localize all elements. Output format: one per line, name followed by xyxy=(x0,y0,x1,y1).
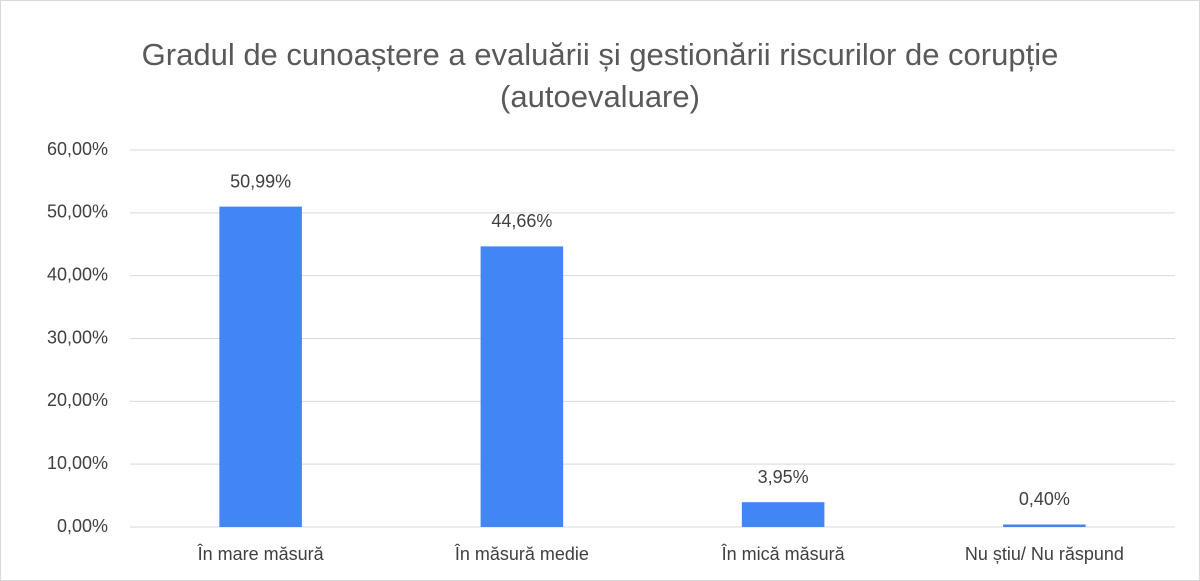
data-label: 0,40% xyxy=(1019,489,1070,509)
y-tick-label: 50,00% xyxy=(47,202,108,222)
bar xyxy=(480,246,564,527)
x-tick-label: Nu știu/ Nu răspund xyxy=(965,544,1124,564)
y-tick-label: 0,00% xyxy=(57,516,108,536)
y-tick-label: 40,00% xyxy=(47,264,108,284)
x-tick-label: În măsură medie xyxy=(454,544,589,564)
bar xyxy=(219,206,302,527)
data-label: 3,95% xyxy=(758,467,809,487)
x-tick-label: În mare măsură xyxy=(197,544,325,564)
chart-title: Gradul de cunoaștere a evaluării și gest… xyxy=(141,37,1059,114)
y-tick-label: 60,00% xyxy=(47,139,108,159)
y-tick-label: 20,00% xyxy=(47,390,108,410)
y-tick-label: 30,00% xyxy=(47,327,108,347)
data-label: 50,99% xyxy=(230,171,291,191)
bar xyxy=(1003,524,1086,527)
y-tick-label: 10,00% xyxy=(47,453,108,473)
bar xyxy=(741,502,825,527)
data-label: 44,66% xyxy=(491,211,552,231)
x-tick-label: În mică măsură xyxy=(721,544,846,564)
